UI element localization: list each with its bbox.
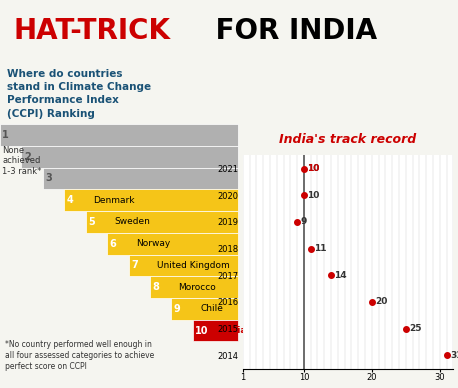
Text: 25: 25	[409, 324, 422, 333]
Text: 31: 31	[450, 351, 458, 360]
Text: 9: 9	[300, 217, 307, 226]
Text: 8: 8	[153, 282, 159, 292]
Text: 7: 7	[131, 260, 138, 270]
FancyBboxPatch shape	[107, 233, 238, 255]
Text: None
achieved
1-3 rank*: None achieved 1-3 rank*	[2, 146, 42, 176]
Text: Chile: Chile	[200, 304, 223, 314]
Text: Sweden: Sweden	[114, 217, 150, 227]
Text: 9: 9	[174, 304, 180, 314]
FancyBboxPatch shape	[22, 146, 238, 168]
Text: 20: 20	[375, 298, 387, 307]
Text: 5: 5	[88, 217, 95, 227]
FancyBboxPatch shape	[150, 276, 238, 298]
Text: Morocco: Morocco	[179, 282, 216, 292]
Text: 10: 10	[307, 164, 320, 173]
Text: 10: 10	[195, 326, 209, 336]
Text: 6: 6	[109, 239, 116, 249]
Text: HAT-TRICK: HAT-TRICK	[14, 17, 171, 45]
Text: 2: 2	[24, 152, 31, 162]
Text: 10: 10	[307, 191, 320, 200]
Text: Norway: Norway	[136, 239, 170, 248]
Text: Where do countries
stand in Climate Change
Performance Index
(CCPI) Ranking: Where do countries stand in Climate Chan…	[7, 69, 151, 119]
Text: United Kingdom: United Kingdom	[157, 261, 230, 270]
FancyBboxPatch shape	[86, 211, 238, 233]
FancyBboxPatch shape	[193, 320, 238, 341]
FancyBboxPatch shape	[43, 168, 238, 189]
Text: 11: 11	[314, 244, 327, 253]
Text: *No country performed well enough in
all four assessed categories to achieve
per: *No country performed well enough in all…	[5, 340, 154, 371]
FancyBboxPatch shape	[64, 189, 238, 211]
Text: 1: 1	[2, 130, 9, 140]
Text: 4: 4	[67, 195, 73, 205]
FancyBboxPatch shape	[129, 255, 238, 276]
Text: Denmark: Denmark	[93, 196, 134, 205]
Text: FOR INDIA: FOR INDIA	[206, 17, 377, 45]
FancyBboxPatch shape	[0, 124, 238, 146]
Text: 14: 14	[334, 271, 347, 280]
Text: 3: 3	[45, 173, 52, 184]
FancyBboxPatch shape	[171, 298, 238, 320]
Text: India's track record: India's track record	[279, 133, 417, 146]
Text: India: India	[222, 326, 247, 335]
Text: 10: 10	[307, 164, 320, 173]
